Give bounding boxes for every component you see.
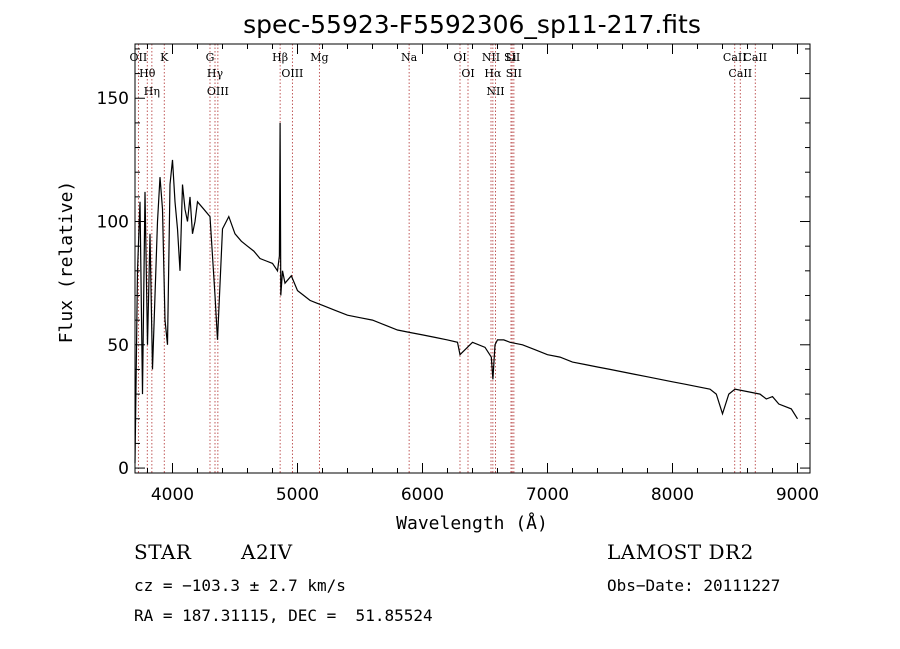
line-label: CaII [728,67,752,80]
y-axis-label: Flux (relative) [56,181,77,344]
line-label: SII [506,67,522,80]
y-tick-label: 50 [107,336,129,356]
line-label: CaII [743,51,767,64]
object-class: STAR [134,540,192,564]
line-label: Hα [484,67,502,80]
line-label: Hγ [207,67,224,80]
y-tick-label: 150 [97,89,129,109]
line-label: OII [130,51,148,64]
y-tick-label: 100 [97,213,129,233]
chart-title: spec-55923-F5592306_sp11-217.fits [243,10,701,39]
line-label: Mg [310,51,328,64]
line-label: G [206,51,215,64]
line-label: OIII [207,85,229,98]
line-label: Li [506,51,517,64]
velocity: cz = −103.3 ± 2.7 km/s [134,576,346,595]
spectrum-series [134,122,799,464]
x-tick-label: 9000 [776,485,819,505]
line-label: OI [453,51,466,64]
x-tick-label: 6000 [401,485,444,505]
survey-name: LAMOST DR2 [607,540,754,564]
line-label: NII [486,85,504,98]
x-tick-label: 4000 [151,485,194,505]
line-label: SII [504,51,520,64]
line-label: OI [461,67,474,80]
axis-ticks: 4000 5000 6000 7000 8000 9000 0 50 100 150 [97,44,819,505]
line-label: Na [401,51,418,64]
line-label: CaII [723,51,747,64]
x-tick-label: 7000 [526,485,569,505]
line-label: Hβ [272,51,288,64]
subclass: A2IV [241,540,293,564]
line-label: NII [482,51,500,64]
line-label: K [160,51,169,64]
x-tick-label: 5000 [276,485,319,505]
x-tick-label: 8000 [651,485,694,505]
line-label: Hη [144,85,160,98]
spectrum-line [134,122,799,464]
y-tick-label: 0 [118,459,129,479]
line-label: OIII [281,67,303,80]
spectral-line-markers [137,44,756,473]
plot-frame [134,43,811,474]
line-label: Hθ [139,67,156,80]
x-axis-label: Wavelength (Å) [396,512,548,534]
coordinates: RA = 187.31115, DEC = 51.85524 [134,606,433,625]
obs-date: Obs−Date: 20111227 [607,576,781,595]
